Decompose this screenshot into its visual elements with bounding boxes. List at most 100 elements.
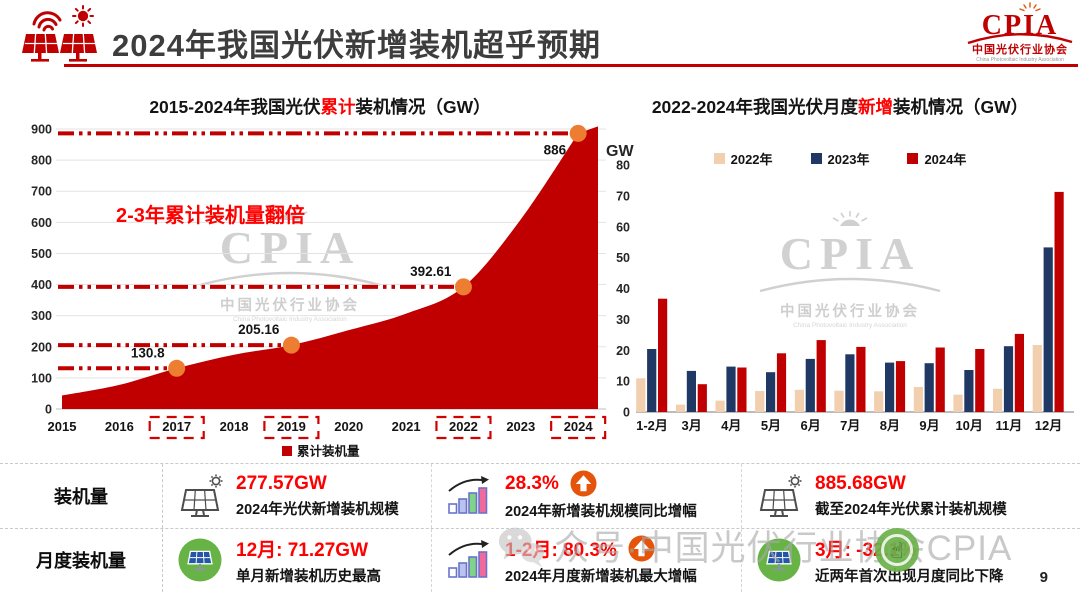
solar-panel-icon [177, 474, 223, 518]
svg-text:2020: 2020 [334, 419, 363, 434]
svg-text:500: 500 [31, 247, 52, 261]
svg-text:40: 40 [616, 282, 630, 296]
svg-text:200: 200 [31, 340, 52, 354]
page-title: 2024年我国光伏新增装机超乎预期 [112, 28, 601, 63]
bar [953, 394, 963, 412]
x-tick: 8月 [880, 418, 900, 433]
stat-value: 1-2月: 80.3% [505, 539, 617, 561]
left-chart-title: 2015-2024年我国光伏累计装机情况（GW） [30, 94, 610, 119]
chart-up-icon [446, 474, 492, 518]
svg-text:0: 0 [45, 403, 52, 417]
data-label: 130.8 [131, 345, 165, 360]
stat-december-record: 12月: 71.27GW 单月新增装机历史最高 [163, 529, 431, 592]
stats-row-monthly-capacity: 月度装机量 12月: 71.27GW 单月新增装机历史最高 1-2月: 80.3… [0, 527, 1080, 592]
bar [924, 363, 934, 412]
right-title-suffix: 装机情况（GW） [893, 97, 1029, 117]
year-highlight-box [263, 415, 320, 440]
legend-swatch [713, 153, 725, 164]
stat-caption: 2024年月度新增装机最大增幅 [505, 568, 697, 585]
solar-panel-icon [756, 474, 802, 518]
stats-table: 装机量 277.57GW 2024年光伏新增装机规模 28.3% 2024年新增… [0, 463, 1080, 592]
bar [726, 366, 736, 412]
stats-row-installed-capacity: 装机量 277.57GW 2024年光伏新增装机规模 28.3% 2024年新增… [0, 463, 1080, 528]
right-chart-legend: 2022年 2023年 2024年 [600, 149, 1080, 168]
svg-text:80: 80 [616, 159, 630, 173]
left-title-suffix: 装机情况（GW） [355, 97, 491, 117]
stat-march-decline: 3月: -32.1% 近两年首次出现月度同比下降 [741, 528, 1080, 592]
legend-swatch [907, 153, 919, 164]
legend-swatch [810, 153, 822, 164]
bar [895, 361, 906, 412]
cpia-en: China Photovoltaic Industry Association [976, 57, 1064, 63]
cpia-logo: CPIA 中国光伏行业协会 China Photovoltaic Industr… [964, 2, 1076, 69]
svg-text:2015: 2015 [48, 419, 77, 434]
solar-panel-green-icon [756, 538, 802, 582]
up-arrow-icon [570, 470, 597, 497]
svg-text:30: 30 [616, 313, 630, 327]
bar [1054, 191, 1064, 412]
stats-row-label: 月度装机量 [0, 528, 163, 592]
stat-caption: 截至2024年光伏累计装机规模 [815, 501, 1007, 518]
year-highlight-box [550, 415, 607, 440]
bar [993, 388, 1003, 412]
bar [874, 391, 884, 412]
legend-swatch [282, 446, 292, 456]
stat-value: 3月: -32.1% [815, 539, 917, 561]
bar [856, 346, 866, 412]
bar [1032, 345, 1042, 412]
svg-text:300: 300 [31, 309, 52, 323]
bar [658, 298, 668, 412]
page-number: 9 [1039, 569, 1048, 586]
bar [766, 372, 776, 412]
bar [845, 354, 855, 412]
right-chart-title: 2022-2024年我国光伏月度新增装机情况（GW） [600, 94, 1080, 119]
data-point [569, 124, 587, 142]
stat-cumulative-installs: 885.68GW 截至2024年光伏累计装机规模 [741, 464, 1080, 528]
bar [805, 358, 815, 412]
stat-new-installs-2024: 277.57GW 2024年光伏新增装机规模 [163, 464, 431, 528]
svg-text:2016: 2016 [105, 419, 134, 434]
svg-text:600: 600 [31, 216, 52, 230]
left-chart-svg: 0 100 200 300 400 500 600 700 800 900 130.8 205.16 3… [31, 123, 607, 459]
stats-row-label: 装机量 [0, 464, 163, 528]
bar [776, 353, 787, 412]
stat-value: 277.57GW [236, 472, 327, 494]
x-tick: 4月 [721, 418, 741, 433]
right-title-highlight: 新增 [858, 97, 894, 117]
bar [737, 367, 747, 412]
legend-item: 2022年 [713, 149, 773, 168]
stat-value: 12月: 71.27GW [236, 539, 368, 561]
area-series [62, 126, 598, 409]
data-label: 886 [544, 142, 567, 157]
data-label: 392.61 [410, 264, 452, 279]
stat-caption: 2024年新增装机规模同比增幅 [505, 504, 697, 521]
legend-label: 累计装机量 [297, 444, 360, 459]
svg-text:800: 800 [31, 154, 52, 168]
x-tick: 10月 [955, 418, 982, 433]
stat-caption: 2024年光伏新增装机规模 [236, 501, 399, 518]
year-highlight-box [148, 415, 205, 440]
svg-text:100: 100 [31, 371, 52, 385]
svg-text:70: 70 [616, 189, 630, 203]
bar [834, 390, 844, 412]
chart-up-icon [446, 538, 492, 582]
svg-text:50: 50 [616, 251, 630, 265]
bar [636, 378, 646, 412]
svg-text:2019: 2019 [277, 419, 306, 434]
stat-caption: 单月新增装机历史最高 [236, 568, 381, 585]
bar [697, 384, 707, 412]
bar [715, 400, 725, 412]
data-label: 205.16 [238, 322, 280, 337]
data-point [168, 359, 186, 377]
stat-max-monthly-growth: 1-2月: 80.3% 2024年月度新增装机最大增幅 [431, 528, 741, 592]
bar [1043, 247, 1053, 412]
stat-caption: 近两年首次出现月度同比下降 [815, 568, 1004, 585]
svg-text:0: 0 [623, 406, 630, 420]
year-highlight-box [435, 415, 492, 440]
bar [885, 362, 895, 412]
svg-text:700: 700 [31, 185, 52, 199]
data-point [282, 336, 300, 354]
bar [755, 391, 765, 412]
header-solar-logo-icon [20, 4, 102, 71]
